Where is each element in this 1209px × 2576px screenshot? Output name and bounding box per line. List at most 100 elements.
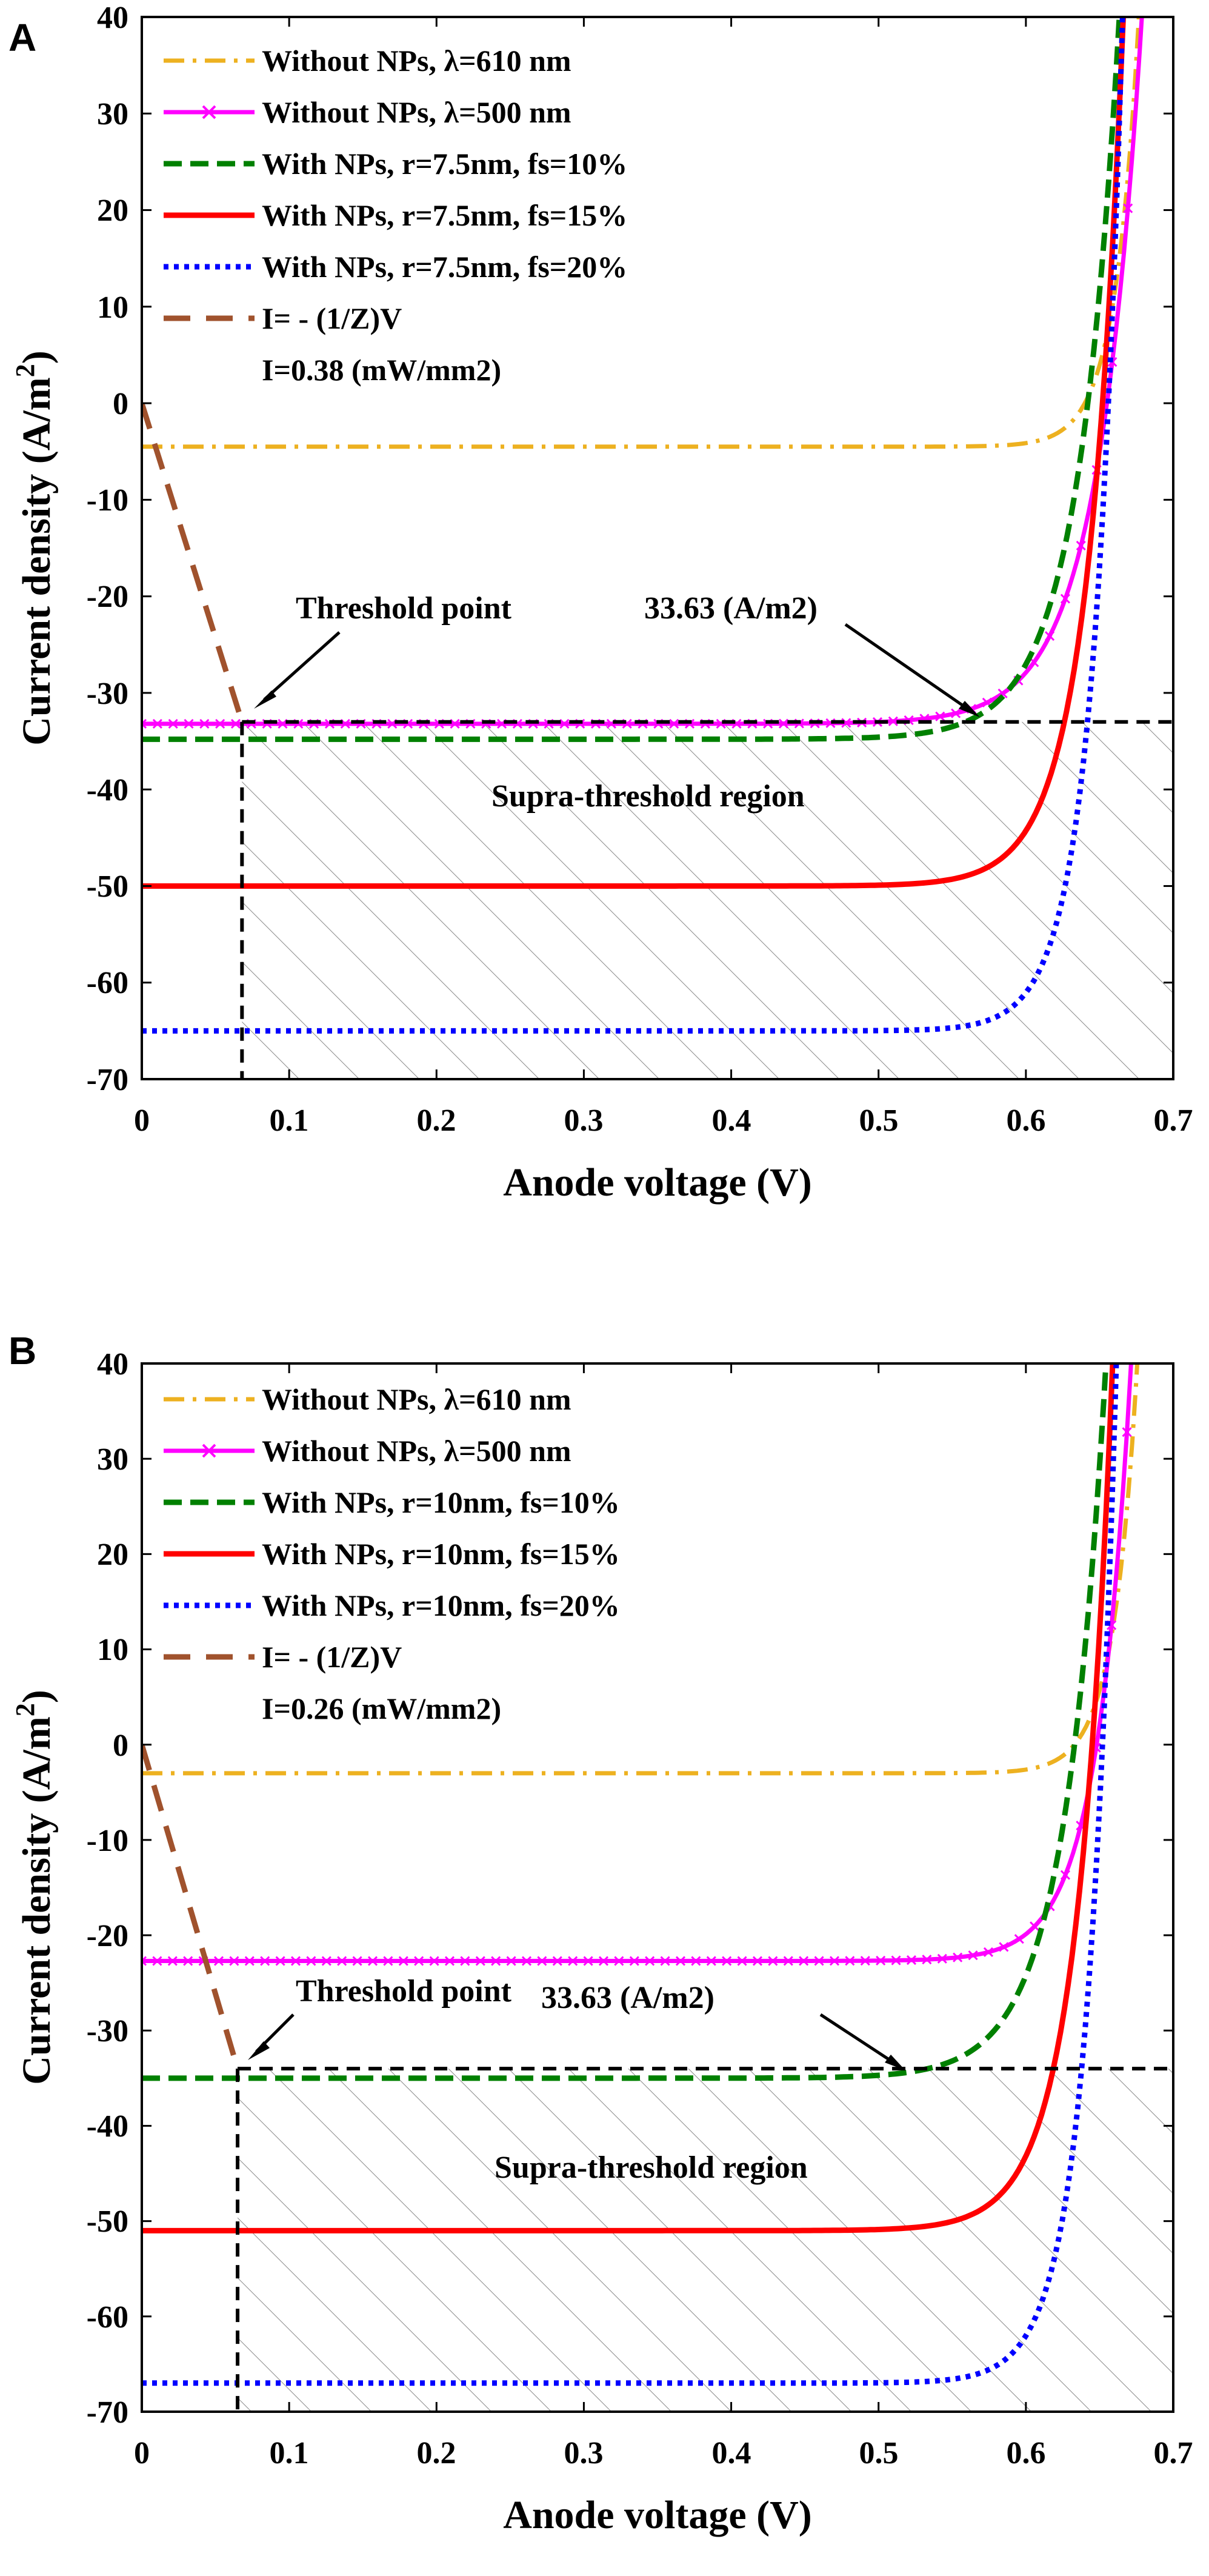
supra-threshold-label: Supra-threshold region [491,779,805,814]
series-marker [922,1955,932,1965]
series-line [142,1744,241,2070]
y-tick-label: -70 [87,1063,128,1097]
y-tick-label: -60 [87,966,128,1000]
threshold-arrow [254,631,341,709]
x-tick-label: 0 [134,1103,150,1138]
threshold-arrow [248,2013,295,2060]
y-tick-label: 0 [113,387,128,421]
series-marker [691,1956,701,1966]
series-marker [475,1956,485,1966]
series-marker [559,718,570,729]
y-tick-label: -50 [87,869,128,904]
axis-ticks [141,1362,1174,2413]
legend-label: Without NPs, λ=610 nm [262,1382,571,1416]
series-marker [660,1956,670,1966]
x-tick-label: 0.1 [270,2436,309,2471]
series-marker [778,718,789,729]
series-marker [1076,540,1086,551]
axis-ticks [141,16,1174,1080]
series-marker [215,718,225,729]
y-tick-label: -40 [87,773,128,808]
y-axis-label: Current density (A/m2) [10,1690,59,2084]
y-tick-label: 10 [97,1633,128,1667]
series-marker [737,1956,747,1966]
legend-note: I=0.26 (mW/mm2) [262,1691,501,1725]
series-marker [598,1956,609,1966]
series-marker [951,708,961,718]
x-tick-label: 0.6 [1007,2436,1046,2471]
value-annotation-label: 33.63 (A/m2) [644,591,818,626]
legend: Without NPs, λ=610 nm Without NPs, λ=500… [164,1382,620,1725]
series-line [142,17,1122,742]
supra-threshold-hatch [242,721,1173,1079]
x-axis-label: Anode voltage (V) [503,1160,812,1205]
series-line [142,17,1127,889]
series-line [142,1363,1109,2081]
supra-threshold-label: Supra-threshold region [495,2150,808,2185]
series-marker [983,1947,994,1957]
panel-a: A 40 30 20 10 0 -10 -20 -30 -40 -50 -60 … [8,1,1193,1205]
legend-label: Without NPs, λ=610 nm [262,44,571,78]
y-tick-label: -30 [87,2014,128,2049]
x-tick-label: 0.7 [1154,2436,1193,2471]
series-marker [1060,594,1070,604]
y-tick-label: 40 [97,1,128,35]
threshold-point-label: Threshold point [296,1974,512,2009]
panel-b: B 40 30 20 10 0 -10 -20 -30 -40 -50 -60 … [8,1329,1193,2537]
series-marker [783,1956,793,1966]
y-tick-label: -70 [87,2395,128,2430]
series-marker [244,1956,255,1966]
value-arrow [819,2013,905,2070]
y-tick-label: 40 [97,1347,128,1382]
y-tick-label: -20 [87,580,128,614]
x-tick-label: 0.3 [564,1103,604,1138]
y-tick-label: -20 [87,1919,128,1953]
series-marker [213,1956,224,1966]
series-marker [352,1956,362,1966]
series-marker [152,718,162,729]
x-tick-label: 0.3 [564,2436,604,2471]
value-arrow [844,623,980,717]
series-marker [199,718,210,729]
series-marker [521,1956,532,1966]
series-marker [275,1956,285,1966]
series-marker [888,716,898,726]
series-marker [675,1956,686,1966]
x-tick-label: 0.5 [859,1103,899,1138]
series-line [142,1363,1140,1776]
plot-frame [141,16,1174,1080]
series-marker [814,1956,824,1966]
series-marker [1014,1934,1024,1944]
series-marker [321,1956,331,1966]
y-tick-label: 30 [97,1442,128,1477]
series-marker [183,1956,193,1966]
value-annotation-label: 33.63 (A/m2) [541,1981,714,2015]
panel-label: A [8,16,36,59]
x-tick-label: 0.5 [859,2436,899,2471]
series-line [142,1363,1133,1963]
series-marker [552,1956,562,1966]
legend-marker [202,1444,216,1458]
series-marker [142,718,147,729]
y-tick-label: -10 [87,1824,128,1858]
series-marker [829,1956,840,1966]
supra-threshold-hatch [238,2069,1173,2412]
x-tick-label: 0.2 [417,2436,456,2471]
y-tick-label: 20 [97,1537,128,1572]
series-group [142,1363,1140,2386]
series-marker [906,1955,917,1965]
x-tick-label: 0.7 [1154,1103,1193,1138]
series-group [142,17,1144,1034]
y-tick-label: 30 [97,97,128,132]
series-marker [230,718,241,729]
series-marker [383,1956,393,1966]
x-tick-label: 0.6 [1007,1103,1046,1138]
series-marker [337,1956,347,1966]
series-marker [669,718,679,729]
series-marker [722,1956,732,1966]
series-line [142,17,1125,1034]
series-marker [367,1956,378,1966]
y-tick-label: 20 [97,193,128,228]
x-tick-label: 0 [134,2436,150,2471]
